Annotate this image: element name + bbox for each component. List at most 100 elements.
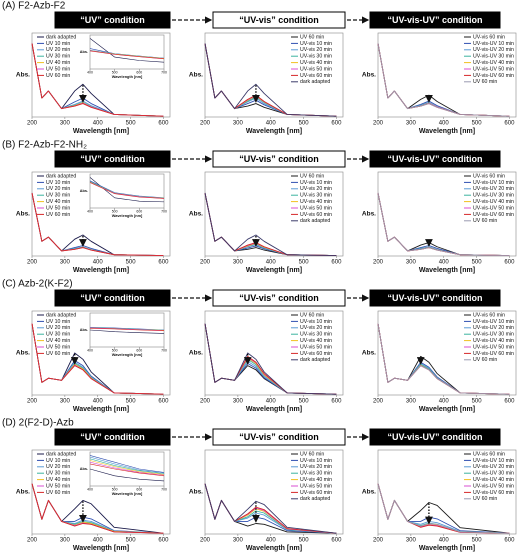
condition-box (369, 11, 501, 29)
x-axis-title: Wavelength [nm] (246, 128, 302, 135)
x-tick-label: 500 (472, 260, 483, 266)
x-axis-title: Wavelength [nm] (419, 128, 475, 135)
spectrum-line (204, 192, 337, 257)
x-tick-label: 200 (200, 538, 211, 544)
x-axis-title: Wavelength [nm] (73, 406, 129, 413)
legend-label: UV-vis-UV 30 min (473, 332, 514, 338)
x-tick-label: 600 (136, 209, 142, 213)
legend-label: UV-vis 10 min (300, 41, 332, 47)
x-tick-label: 600 (331, 399, 342, 405)
x-tick-label: 600 (158, 399, 169, 405)
spectrum-line (204, 43, 337, 117)
x-tick-label: 200 (27, 121, 38, 127)
x-tick-label: 600 (504, 399, 515, 405)
condition-box (54, 289, 171, 307)
legend-label: UV-vis 20 min (300, 47, 332, 53)
x-tick-label: 600 (136, 487, 142, 491)
legend-label: UV-vis-UV 20 min (473, 186, 514, 192)
legend-label: UV-vis 10 min (300, 180, 332, 186)
legend-label: dark adapted (300, 218, 330, 224)
legend-label: UV-vis 60 min (300, 351, 332, 357)
condition-label: “UV-vis-UV” condition (387, 154, 482, 164)
legend-label: UV 30 min (46, 471, 70, 477)
condition-label: “UV-vis-UV” condition (387, 293, 482, 303)
legend-label: UV 30 min (46, 332, 70, 338)
legend-label: UV-vis 40 min (300, 60, 332, 66)
legend-label: UV-vis-UV 10 min (473, 41, 514, 47)
legend-label: UV 40 min (46, 60, 70, 66)
legend-label: UV 30 min (46, 193, 70, 199)
y-axis-title: Abs. (16, 350, 30, 357)
y-axis-title: Abs. (16, 72, 30, 79)
x-tick-label: 400 (87, 209, 93, 213)
legend-label: UV-vis 50 min (300, 205, 332, 211)
legend-label: dark adapted (300, 496, 330, 502)
legend-label: UV-vis-UV 30 min (473, 471, 514, 477)
x-tick-label: 700 (161, 487, 167, 491)
y-axis-title: Abs. (362, 489, 376, 496)
legend-label: UV 60 min (300, 34, 324, 40)
legend-label: dark adapted (46, 34, 76, 40)
legend-label: UV 60 min (473, 218, 497, 224)
x-tick-label: 600 (331, 121, 342, 127)
spectrum-line (31, 43, 164, 117)
legend-label: UV-vis 10 min (300, 458, 332, 464)
x-tick-label: 600 (504, 260, 515, 266)
x-tick-label: 400 (266, 399, 277, 405)
x-tick-label: 500 (126, 260, 137, 266)
y-axis-title: Abs. (189, 211, 203, 218)
x-tick-label: 400 (266, 260, 277, 266)
legend-label: UV-vis-UV 20 min (473, 47, 514, 53)
legend-label: dark adapted (46, 451, 76, 457)
condition-box (369, 428, 501, 446)
legend-label: UV-vis-UV 10 min (473, 458, 514, 464)
condition-box (54, 150, 171, 168)
legend-label: UV 60 min (46, 212, 70, 218)
x-tick-label: 600 (504, 121, 515, 127)
x-tick-label: 300 (60, 260, 71, 266)
x-tick-label: 500 (299, 121, 310, 127)
spectrum-line (89, 458, 165, 475)
y-axis-title: Abs. (80, 189, 88, 193)
row-label: (A) F2-Azb-F2 (2, 1, 66, 12)
spectrum-line (89, 456, 165, 474)
legend-label: UV-vis-UV 40 min (473, 338, 514, 344)
x-tick-label: 500 (472, 121, 483, 127)
legend-label: UV 50 min (46, 344, 70, 350)
x-axis-title: Wavelength [nm] (112, 75, 143, 79)
y-axis-title: Abs. (16, 211, 30, 218)
legend-label: UV-vis-UV 60 min (473, 351, 514, 357)
spectrum-line (89, 461, 165, 476)
spectrum-line (31, 192, 164, 257)
x-tick-label: 500 (112, 487, 118, 491)
legend-label: UV-vis 60 min (473, 312, 505, 318)
y-axis-title: Abs. (362, 350, 376, 357)
x-tick-label: 300 (60, 538, 71, 544)
condition-box (369, 289, 501, 307)
x-tick-label: 300 (233, 399, 244, 405)
legend-label: UV-vis 60 min (473, 34, 505, 40)
x-tick-label: 400 (93, 260, 104, 266)
legend-label: UV-vis 40 min (300, 199, 332, 205)
x-tick-label: 200 (27, 399, 38, 405)
inset-frame (89, 173, 165, 209)
x-axis-title: Wavelength [nm] (246, 545, 302, 552)
condition-label: “UV-vis-UV” condition (387, 432, 482, 442)
legend-label: UV 60 min (300, 451, 324, 457)
legend-label: UV 30 min (46, 54, 70, 60)
x-tick-label: 300 (406, 538, 417, 544)
legend-label: UV 50 min (46, 205, 70, 211)
spectrum-line (377, 43, 510, 117)
x-tick-label: 300 (233, 538, 244, 544)
spectrum-line (89, 463, 165, 477)
y-axis-title: Abs. (362, 72, 376, 79)
row-label: (D) 2(F2-D)-Azb (2, 418, 74, 429)
legend-label: dark adapted (300, 357, 330, 363)
legend-label: UV-vis 50 min (300, 344, 332, 350)
legend-label: UV 20 min (46, 186, 70, 192)
plot-frame (377, 310, 517, 396)
legend-label: UV-vis-UV 60 min (473, 73, 514, 79)
x-axis-title: Wavelength [nm] (419, 267, 475, 274)
condition-label: “UV-vis” condition (239, 432, 319, 442)
x-axis-title: Wavelength [nm] (112, 214, 143, 218)
